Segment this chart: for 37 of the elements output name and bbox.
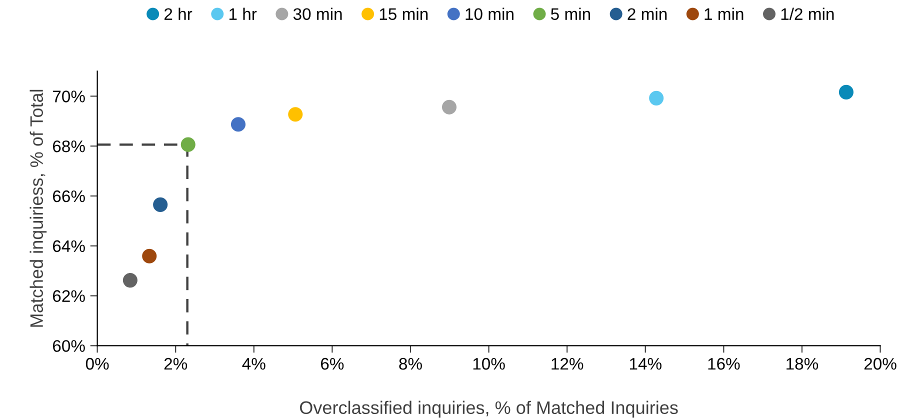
point bbox=[153, 197, 168, 212]
x-tick-label: 16% bbox=[708, 358, 740, 370]
x-tick-label: 10% bbox=[473, 358, 505, 370]
point bbox=[180, 137, 196, 152]
y-tick-label: 68% bbox=[52, 140, 85, 152]
point bbox=[142, 248, 157, 264]
x-tick-label: 6% bbox=[321, 358, 344, 370]
x-tick-label: 14% bbox=[630, 358, 662, 370]
y-axis-title: Matched inquiriess, % of Total bbox=[30, 90, 47, 327]
point bbox=[230, 117, 246, 132]
x-tick-label: 2% bbox=[164, 358, 188, 370]
legend-label: 1 min bbox=[704, 8, 744, 20]
x-tick-label: 18% bbox=[786, 358, 818, 370]
x-tick-label: 8% bbox=[399, 358, 422, 370]
x-axis-title: Overclassified inquiries, % of Matched Inquiries bbox=[300, 400, 678, 418]
point bbox=[442, 100, 457, 114]
legend-label: 15 min bbox=[380, 8, 428, 20]
y-tick-label: 62% bbox=[52, 290, 85, 302]
y-tick-label: 60% bbox=[52, 340, 85, 352]
y-tick-label: 66% bbox=[52, 190, 85, 202]
x-tick-label: 20% bbox=[864, 358, 896, 370]
point bbox=[122, 273, 138, 288]
y-tick-label: 64% bbox=[52, 240, 85, 252]
y-tick-label: 70% bbox=[53, 90, 85, 102]
legend-label: 10 min bbox=[466, 8, 514, 20]
legend-label: 5 min bbox=[551, 8, 590, 20]
point bbox=[838, 84, 854, 100]
legend-label: 2 hr bbox=[164, 8, 192, 20]
x-tick-label: 4% bbox=[242, 358, 266, 370]
point bbox=[288, 107, 303, 122]
x-tick-label: 12% bbox=[552, 358, 584, 370]
legend-label: 2 min bbox=[628, 8, 667, 20]
legend-label: 1/2 min bbox=[781, 8, 834, 20]
legend-label: 1 hr bbox=[229, 8, 257, 20]
x-tick-label: 0% bbox=[86, 358, 109, 370]
point bbox=[649, 90, 664, 106]
legend-label: 30 min bbox=[293, 8, 342, 20]
